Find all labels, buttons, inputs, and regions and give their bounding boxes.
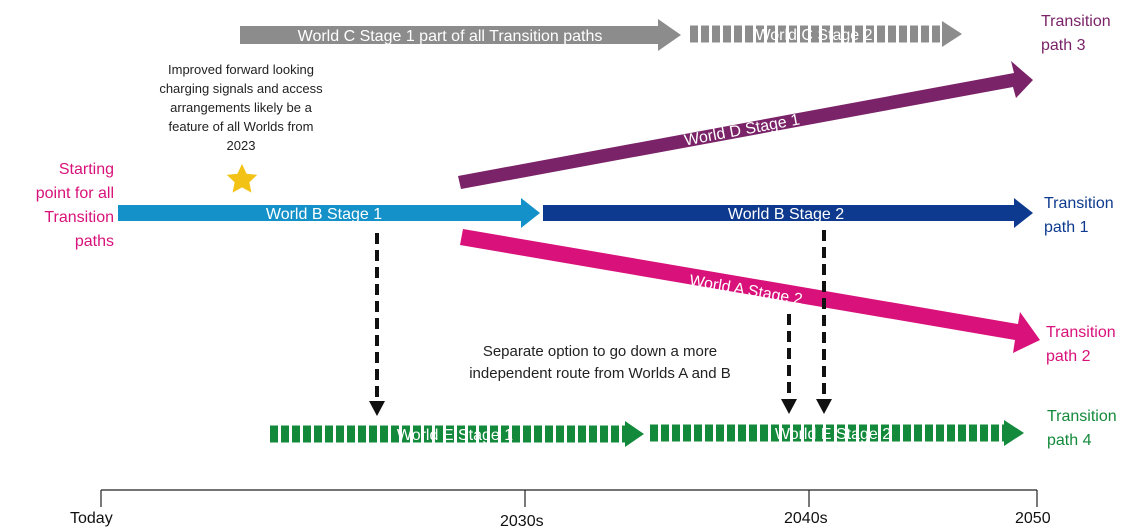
world-e-stage2-arrow: World E Stage 2 bbox=[650, 420, 1024, 446]
world-c-stage2-label: World C Stage 2 bbox=[755, 27, 872, 44]
drop-arrow-b2-to-e2-head bbox=[816, 399, 832, 414]
separate-option-line-1: Separate option to go down a more bbox=[482, 343, 718, 360]
world-e-stage1-arrow: World E Stage 1 bbox=[270, 421, 644, 447]
drop-arrow-b2-to-e2 bbox=[816, 230, 832, 414]
transition-path-2-line-2: path 2 bbox=[1046, 348, 1091, 365]
world-b-stage1-arrow: World B Stage 1 bbox=[118, 198, 540, 228]
charging-note-line-1: Improved forward looking bbox=[168, 62, 314, 77]
world-a-stage2-arrow-shape bbox=[460, 229, 1040, 353]
world-d-stage1-arrow-shape bbox=[458, 61, 1033, 189]
world-c-stage1-arrow-shape bbox=[240, 19, 681, 51]
world-b-stage1-arrow-shape bbox=[118, 198, 540, 228]
separate-option-line-2: independent route from Worlds A and B bbox=[469, 365, 731, 382]
charging-signals-note: Improved forward looking charging signal… bbox=[143, 60, 339, 155]
world-c-stage2-arrow-head bbox=[942, 21, 962, 47]
charging-note-line-5: 2023 bbox=[226, 138, 256, 153]
world-b-stage1-label: World B Stage 1 bbox=[266, 206, 382, 223]
timeline-label-today: Today bbox=[70, 510, 113, 527]
world-b-stage2-arrow-shape bbox=[543, 198, 1033, 228]
world-c-stage2-arrow: World C Stage 2 bbox=[690, 21, 962, 47]
world-e-stage1-label: World E Stage 1 bbox=[397, 427, 513, 444]
transition-path-4-line-2: path 4 bbox=[1047, 432, 1092, 449]
world-e-stage2-label: World E Stage 2 bbox=[775, 426, 891, 443]
transition-path-2-line-1: Transition bbox=[1046, 324, 1116, 341]
timeline-label-2040s: 2040s bbox=[784, 510, 828, 527]
world-b-stage2-arrow: World B Stage 2 bbox=[543, 198, 1033, 228]
separate-option-note: Separate option to go down a more indepe… bbox=[442, 341, 758, 385]
transition-path-4-line-1: Transition bbox=[1047, 408, 1117, 425]
transition-path-1-line-1: Transition bbox=[1044, 195, 1114, 212]
transition-path-2-label: Transition path 2 bbox=[1046, 321, 1116, 369]
world-e-stage2-arrow-head bbox=[1004, 420, 1024, 446]
world-d-stage1-label: World D Stage 1 bbox=[683, 111, 801, 149]
world-e-stage1-arrow-head bbox=[625, 421, 644, 447]
timeline-label-2050: 2050 bbox=[1015, 510, 1051, 527]
transition-path-3-line-2: path 3 bbox=[1041, 37, 1086, 54]
world-a-stage2-arrow: World A Stage 2 bbox=[460, 229, 1040, 353]
transition-path-1-label: Transition path 1 bbox=[1044, 192, 1114, 240]
charging-note-line-3: arrangements likely be a bbox=[170, 100, 312, 115]
drop-arrow-a2-to-e2-head bbox=[781, 399, 797, 414]
drop-arrow-a2-to-e2 bbox=[781, 314, 797, 414]
charging-note-line-2: charging signals and access bbox=[159, 81, 323, 96]
charging-note-line-4: feature of all Worlds from bbox=[168, 119, 314, 134]
transition-path-1-line-2: path 1 bbox=[1044, 219, 1089, 236]
transition-path-4-label: Transition path 4 bbox=[1047, 405, 1117, 453]
world-d-stage1-arrow: World D Stage 1 bbox=[458, 61, 1033, 189]
starting-point-line-2: point for all bbox=[35, 185, 114, 202]
starting-point-label: Starting point for all Transition paths bbox=[0, 158, 114, 254]
starting-point-line-1: Starting bbox=[58, 161, 114, 178]
transition-path-3-label: Transition path 3 bbox=[1041, 10, 1111, 58]
world-b-stage2-label: World B Stage 2 bbox=[728, 206, 844, 223]
star-icon bbox=[226, 164, 258, 193]
transition-path-3-line-1: Transition bbox=[1041, 13, 1111, 30]
starting-point-line-4: paths bbox=[74, 233, 114, 250]
timeline-label-2030s: 2030s bbox=[500, 513, 544, 530]
world-c-stage1-label: World C Stage 1 part of all Transition p… bbox=[298, 28, 603, 45]
world-c-stage1-arrow: World C Stage 1 part of all Transition p… bbox=[240, 19, 681, 51]
drop-arrow-b1-to-e1-head bbox=[369, 401, 385, 416]
timeline-axis bbox=[100, 489, 1038, 507]
starting-point-line-3: Transition bbox=[44, 209, 114, 226]
drop-arrow-b1-to-e1 bbox=[369, 233, 385, 416]
